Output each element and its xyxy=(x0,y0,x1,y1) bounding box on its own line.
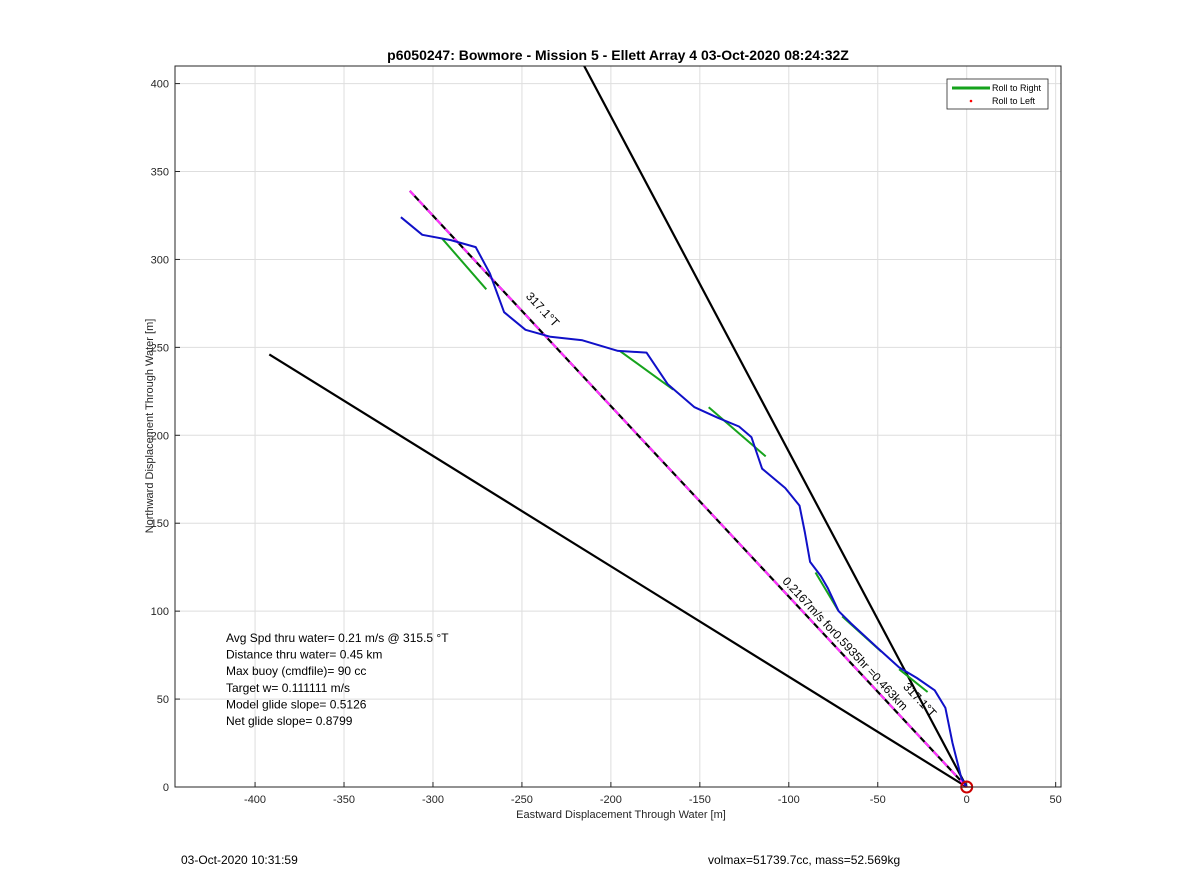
y-tick-label: 350 xyxy=(151,167,169,179)
legend-roll-left-swatch xyxy=(969,99,973,103)
stats-line: Max buoy (cmdfile)= 90 cc xyxy=(226,664,366,678)
legend-roll-left-label: Roll to Left xyxy=(992,96,1036,106)
stats-line: Model glide slope= 0.5126 xyxy=(226,697,367,711)
series-layer xyxy=(268,65,974,794)
x-tick-label: 50 xyxy=(1050,794,1062,806)
x-tick-label: 0 xyxy=(964,794,970,806)
roll-right-segment xyxy=(898,668,929,693)
plot-frame xyxy=(174,65,1062,788)
x-tick-label: -150 xyxy=(689,794,711,806)
legend-box xyxy=(946,78,1049,110)
y-tick-label: 150 xyxy=(151,518,169,530)
x-tick-label: -400 xyxy=(244,794,266,806)
stats-line: Avg Spd thru water= 0.21 m/s @ 315.5 °T xyxy=(226,631,449,645)
y-tick-label: 200 xyxy=(151,430,169,442)
upper-bound-line xyxy=(583,65,968,788)
chart-title: p6050247: Bowmore - Mission 5 - Ellett A… xyxy=(387,47,849,63)
roll-right-segment xyxy=(441,237,488,290)
y-tick-label: 100 xyxy=(151,606,169,618)
x-axis-label: Eastward Displacement Through Water [m] xyxy=(516,809,726,821)
plot-background xyxy=(175,66,1061,787)
x-tick-label: -350 xyxy=(333,794,355,806)
footer-timestamp: 03-Oct-2020 10:31:59 xyxy=(181,853,298,867)
lower-bound-line xyxy=(268,353,968,788)
roll-right-segment xyxy=(619,350,674,391)
glider-track xyxy=(400,216,968,788)
heading-line-dashed xyxy=(408,190,968,788)
x-tick-label: -250 xyxy=(511,794,533,806)
y-tick-label: 250 xyxy=(151,342,169,354)
footer-volume-mass: volmax=51739.7cc, mass=52.569kg xyxy=(708,853,901,867)
y-axis-label: Northward Displacement Through Water [m] xyxy=(144,319,156,534)
tick-labels: -400 -350 -300 -250 -200 -150 -100 -50 0 50 0 50 100… xyxy=(151,79,1062,806)
x-tick-label: -200 xyxy=(600,794,622,806)
grid xyxy=(175,66,1061,788)
stats-line: Net glide slope= 0.8799 xyxy=(226,714,353,728)
x-tick-label: -100 xyxy=(778,794,800,806)
y-tick-label: 400 xyxy=(151,79,169,91)
stats-line: Target w= 0.111111 m/s xyxy=(226,681,350,695)
x-tick-label: -300 xyxy=(422,794,444,806)
legend: Roll to Right Roll to Left xyxy=(946,78,1049,110)
legend-roll-right-label: Roll to Right xyxy=(992,83,1042,93)
y-tick-label: 50 xyxy=(157,694,169,706)
y-tick-label: 300 xyxy=(151,254,169,266)
stats-block: Avg Spd thru water= 0.21 m/s @ 315.5 °T D… xyxy=(226,631,449,728)
y-tick-label: 0 xyxy=(163,782,169,794)
x-tick-label: -50 xyxy=(870,794,886,806)
stats-line: Distance thru water= 0.45 km xyxy=(226,648,382,662)
